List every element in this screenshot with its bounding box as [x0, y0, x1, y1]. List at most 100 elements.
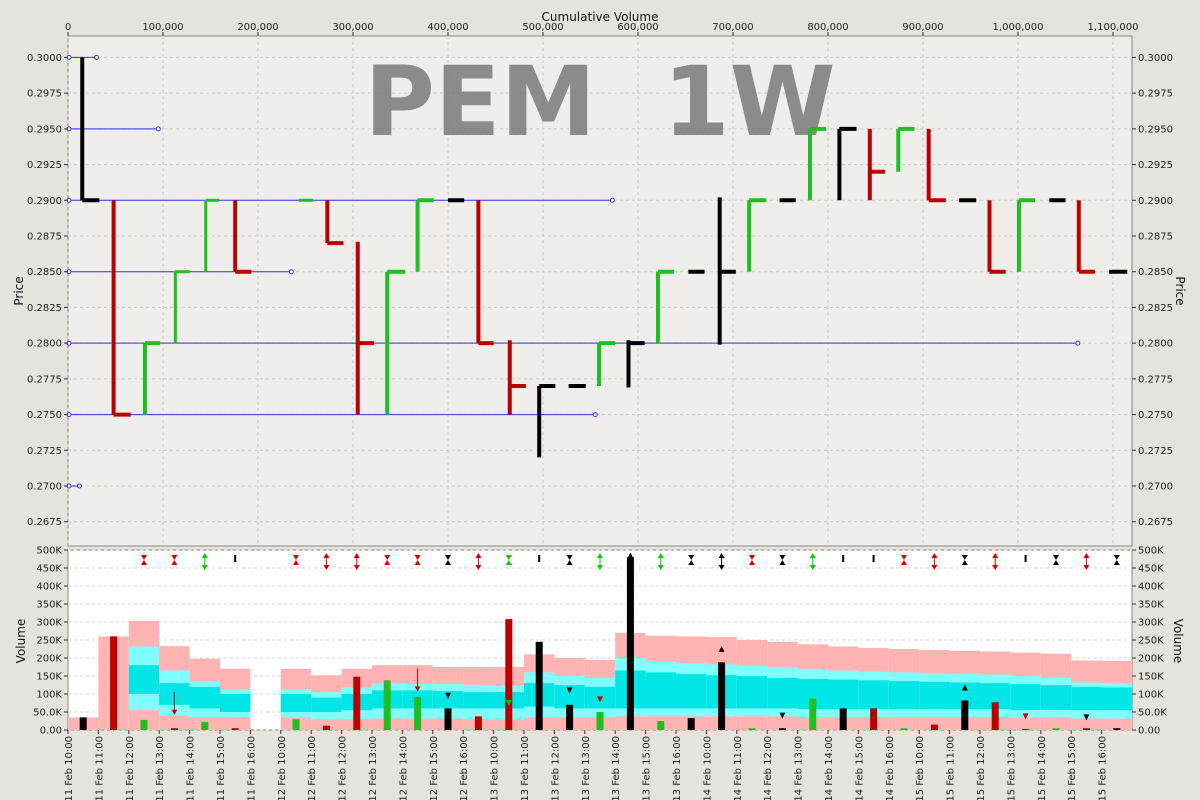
volume-band-inner: [1101, 687, 1132, 711]
down-triangle-icon: [597, 696, 603, 703]
down-triangle-icon: [505, 700, 512, 706]
volume-tick-label: 100K: [36, 690, 62, 701]
x-tick-label: 600,000: [617, 22, 658, 33]
volume-tick-label: 50.0K: [33, 708, 62, 719]
signal-up-icon: [961, 560, 968, 565]
volume-band-inner: [767, 677, 798, 709]
y-tick-label: 0.2800: [27, 339, 62, 350]
time-tick-label: 12 Feb 14:00: [398, 736, 409, 800]
volume-bar: [870, 708, 878, 730]
time-tick-label: 13 Feb 11:00: [520, 736, 531, 800]
time-tick-label: 14 Feb 15:00: [854, 736, 865, 800]
volume-bar: [1052, 728, 1060, 730]
volume-bar: [687, 718, 695, 730]
y-tick-label: 0.2750: [27, 410, 62, 421]
level-end-marker: [288, 269, 294, 275]
volume-bar: [657, 721, 665, 730]
level-end-marker: [76, 483, 82, 489]
y-tick-label: 0.2675: [27, 517, 62, 528]
y-tick-label: 0.2950: [27, 124, 62, 135]
volume-bar: [626, 557, 634, 730]
y-tick-label: 0.2725: [27, 446, 62, 457]
signal-down-icon: [566, 555, 573, 560]
y-tick-label: 0.2700: [27, 482, 62, 493]
y-tick-label: 0.2850: [27, 267, 62, 278]
price-level-lines: [66, 54, 1081, 489]
signal-up-icon: [809, 553, 816, 558]
volume-band-inner: [919, 681, 950, 710]
signal-down-icon: [505, 555, 512, 560]
y-tick-label: 0.2825: [27, 303, 62, 314]
volume-bar: [110, 636, 118, 730]
volume-tick-label: 150K: [36, 672, 62, 683]
volume-bar: [718, 662, 726, 730]
down-triangle-icon: [779, 712, 786, 719]
volume-tick-label: 200K: [36, 654, 62, 665]
volume-bar: [353, 676, 361, 730]
signal-down-icon: [475, 565, 482, 570]
signal-up-icon: [414, 560, 421, 565]
volume-axis-label-right: Volume: [1171, 619, 1185, 664]
x-tick-label: 1,000,000: [993, 22, 1044, 33]
volume-bar: [322, 725, 330, 730]
volume-tick-label-right: 150K: [1138, 672, 1164, 683]
volume-bar: [414, 696, 422, 730]
time-tick-label: 15 Feb 14:00: [1037, 736, 1048, 800]
time-tick-label: 15 Feb 12:00: [976, 736, 987, 800]
signal-up-icon: [566, 560, 573, 565]
signal-up-icon: [323, 553, 330, 558]
volume-panel: 0.00 0.00 50.0K 50.0K 100K 100K 150K 150K 200K 20…: [14, 546, 1185, 800]
level-end-marker: [94, 54, 99, 60]
signal-up-icon: [1113, 560, 1120, 565]
volume-band-inner: [220, 694, 251, 712]
signal-up-icon: [353, 553, 360, 558]
time-tick-label: 13 Feb 16:00: [672, 736, 683, 800]
level-end-marker: [592, 412, 598, 418]
time-tick-label: 14 Feb 13:00: [794, 736, 805, 800]
y-tick-label: 0.2875: [27, 232, 62, 243]
volume-bar: [1082, 728, 1090, 730]
volume-tick-label: 300K: [36, 618, 62, 629]
volume-band-inner: [432, 691, 464, 709]
volume-tick-label: 450K: [36, 564, 62, 575]
volume-bar: [79, 717, 87, 730]
y-tick-label-right: 0.2800: [1138, 339, 1173, 350]
x-tick-label: 900,000: [902, 22, 943, 33]
y-tick-label-right: 0.2950: [1138, 124, 1173, 135]
down-arrow-icon: [414, 686, 421, 692]
signal-down-icon: [688, 555, 695, 560]
time-tick-label: 12 Feb 10:00: [277, 736, 288, 800]
signal-up-icon: [505, 560, 512, 565]
signal-down-icon: [657, 565, 664, 570]
signal-down-icon: [353, 565, 360, 570]
time-tick-label: 12 Feb 13:00: [368, 736, 379, 800]
y-tick-label: 0.2900: [27, 196, 62, 207]
y-tick-label-right: 0.2900: [1138, 196, 1173, 207]
y-tick-label: 0.3000: [27, 53, 62, 64]
time-tick-label: 13 Feb 14:00: [611, 736, 622, 800]
volume-tick-label-right: 0.00: [1138, 726, 1160, 737]
volume-bar: [778, 728, 786, 730]
signal-down-icon: [1053, 555, 1059, 560]
time-tick-label: 11 Feb 14:00: [186, 736, 197, 800]
y-tick-label-right: 0.2750: [1138, 410, 1173, 421]
signal-down-icon: [992, 565, 999, 570]
signal-up-icon: [384, 560, 391, 565]
volume-bar: [474, 716, 482, 730]
signal-down-icon: [171, 555, 178, 560]
volume-bar: [566, 704, 574, 730]
volume-band-inner: [828, 679, 859, 710]
down-triangle-icon: [566, 687, 573, 694]
volume-band-inner: [311, 697, 342, 712]
y-tick-label-right: 0.2825: [1138, 303, 1173, 314]
signal-down-icon: [718, 565, 725, 570]
volume-tick-label: 250K: [36, 636, 62, 647]
signal-down-icon: [293, 555, 299, 560]
signal-up-icon: [718, 553, 725, 558]
volume-band-inner: [554, 685, 585, 709]
y-axis-label-right: Price: [1173, 276, 1187, 305]
x-tick-label: 300,000: [332, 22, 373, 33]
time-tick-label: 13 Feb 13:00: [581, 736, 592, 800]
time-tick-label: 15 Feb 15:00: [1067, 736, 1078, 800]
